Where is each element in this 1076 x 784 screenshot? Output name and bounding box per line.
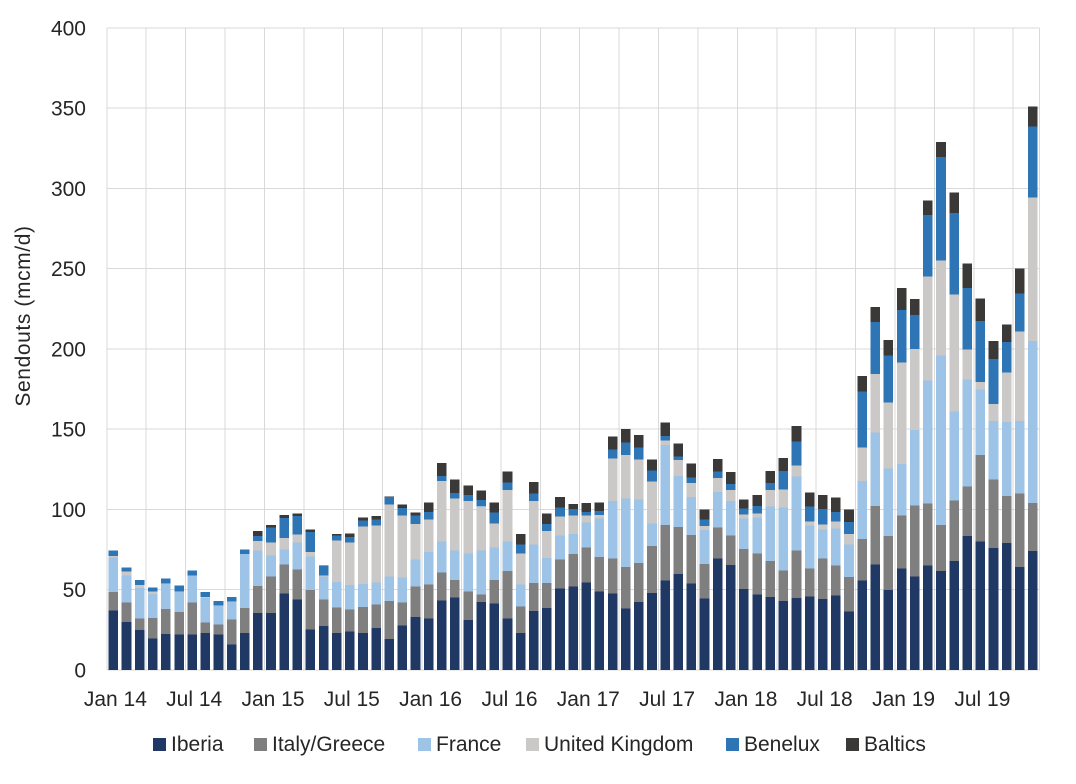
svg-text:Iberia: Iberia	[171, 733, 224, 756]
svg-text:Jan 16: Jan 16	[399, 688, 462, 711]
svg-text:200: 200	[51, 338, 86, 361]
svg-text:Jan 17: Jan 17	[557, 688, 620, 711]
svg-text:400: 400	[51, 17, 86, 40]
svg-text:0: 0	[74, 660, 86, 683]
svg-text:Italy/Greece: Italy/Greece	[272, 733, 385, 756]
svg-text:Jan 15: Jan 15	[241, 688, 304, 711]
svg-text:Benelux: Benelux	[744, 733, 820, 756]
svg-text:100: 100	[51, 499, 86, 522]
svg-text:50: 50	[63, 579, 86, 602]
svg-text:Jul 18: Jul 18	[797, 688, 853, 711]
svg-text:250: 250	[51, 258, 86, 281]
svg-text:Jan 19: Jan 19	[872, 688, 935, 711]
svg-text:Baltics: Baltics	[864, 733, 926, 756]
svg-text:Jan 18: Jan 18	[714, 688, 777, 711]
svg-text:Sendouts (mcm/d): Sendouts (mcm/d)	[12, 225, 35, 406]
svg-text:350: 350	[51, 98, 86, 121]
svg-text:150: 150	[51, 419, 86, 442]
svg-text:Jul 15: Jul 15	[324, 688, 380, 711]
svg-text:Jul 14: Jul 14	[166, 688, 222, 711]
svg-text:Jul 16: Jul 16	[481, 688, 537, 711]
svg-text:300: 300	[51, 178, 86, 201]
svg-text:Jan 14: Jan 14	[84, 688, 147, 711]
svg-text:France: France	[436, 733, 501, 756]
svg-text:Jul 17: Jul 17	[639, 688, 695, 711]
svg-text:United Kingdom: United Kingdom	[544, 733, 693, 756]
svg-text:Jul 19: Jul 19	[954, 688, 1010, 711]
